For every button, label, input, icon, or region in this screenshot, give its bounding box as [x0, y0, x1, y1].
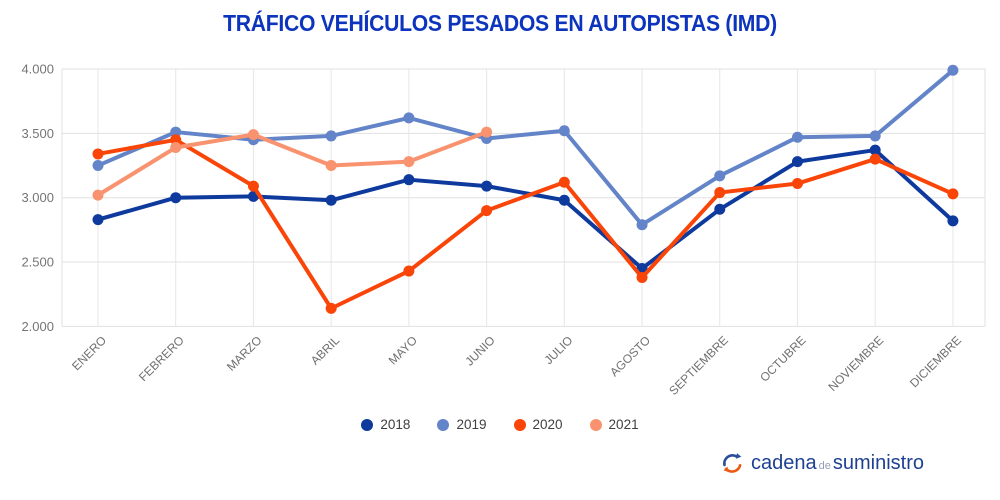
x-axis-label: JULIO — [541, 333, 575, 367]
logo-orange-arc — [724, 463, 742, 473]
data-point-2018 — [714, 203, 726, 215]
data-point-2021 — [325, 160, 337, 172]
x-axis-label: AGOSTO — [607, 333, 653, 379]
data-point-2018 — [481, 180, 493, 192]
x-axis-label: FEBRERO — [136, 333, 187, 384]
legend-item-2019: 2019 — [437, 417, 487, 432]
data-point-2021 — [247, 129, 259, 141]
legend-item-2020: 2020 — [513, 417, 563, 432]
data-point-2020 — [714, 187, 726, 199]
data-point-2020 — [791, 178, 803, 190]
data-point-2020 — [558, 176, 570, 188]
logo-word-suministro: suministro — [832, 452, 924, 474]
chart-title: TRÁFICO VEHÍCULOS PESADOS EN AUTOPISTAS … — [0, 10, 1000, 37]
line-chart-area: ENERO FEBRERO MARZO ABRIL MAYO JUNIO JULIO AGOS… — [0, 45, 1000, 405]
legend-item-2021: 2021 — [589, 417, 639, 432]
data-point-2018 — [947, 215, 959, 227]
data-point-2020 — [869, 153, 881, 165]
data-point-2020 — [92, 148, 104, 160]
legend-label: 2020 — [532, 417, 563, 432]
footer-brand: cadena de suministro — [721, 452, 924, 475]
logo-word-cadena: cadena — [750, 452, 817, 474]
x-axis-label: ENERO — [69, 333, 109, 373]
data-point-2021 — [92, 189, 104, 201]
chart-title-text: TRÁFICO VEHÍCULOS PESADOS EN AUTOPISTAS … — [223, 10, 777, 36]
x-axis-label: DICIEMBRE — [907, 333, 964, 390]
data-point-2019 — [325, 130, 337, 142]
data-point-2020 — [481, 205, 493, 217]
series-line-2019 — [96, 68, 955, 227]
data-point-2020 — [247, 180, 259, 192]
data-point-2020 — [947, 188, 959, 200]
y-axis-tick-label: 3.500 — [21, 126, 54, 141]
data-point-2018 — [170, 192, 182, 204]
chart-legend: 2018 2019 2020 2021 — [0, 417, 1000, 432]
legend-label: 2021 — [608, 417, 639, 432]
y-axis-tick-label: 2.000 — [21, 319, 54, 334]
x-axis-label: ABRIL — [308, 333, 343, 368]
data-point-2020 — [170, 134, 182, 146]
data-point-2018 — [92, 214, 104, 226]
y-axis-tick-label: 3.000 — [21, 190, 54, 205]
data-point-2019 — [869, 130, 881, 142]
x-axis-label: MAYO — [386, 333, 420, 367]
x-axis-label: SEPTIEMBRE — [666, 333, 731, 398]
data-point-2018 — [325, 194, 337, 206]
data-point-2019 — [170, 126, 182, 138]
logo-word-de: de — [818, 460, 831, 472]
legend-dot-icon — [513, 418, 526, 431]
data-point-2021 — [481, 126, 493, 138]
data-point-2018 — [403, 174, 415, 186]
data-point-2021 — [403, 156, 415, 168]
logo-blue-arrowhead — [736, 453, 742, 459]
x-axis-label: MARZO — [224, 333, 265, 374]
data-point-2019 — [403, 112, 415, 124]
y-axis-tick-label: 4.000 — [21, 62, 54, 77]
data-point-2020 — [325, 302, 337, 314]
data-point-2018 — [869, 144, 881, 156]
legend-label: 2018 — [380, 417, 411, 432]
data-point-2019 — [636, 219, 648, 231]
data-point-2019 — [714, 170, 726, 182]
legend-dot-icon — [361, 418, 374, 431]
data-point-2019 — [791, 131, 803, 143]
logo-blue-arc — [723, 454, 738, 467]
data-point-2020 — [636, 271, 648, 283]
series-line-2021 — [96, 130, 489, 198]
legend-dot-icon — [437, 418, 450, 431]
brand-text: cadena de suministro — [751, 452, 924, 475]
x-axis-label: NOVIEMBRE — [825, 333, 886, 394]
legend-dot-icon — [589, 418, 602, 431]
line-chart-svg: ENERO FEBRERO MARZO ABRIL MAYO JUNIO JULIO AGOS… — [21, 62, 986, 398]
legend-item-2018: 2018 — [361, 417, 410, 432]
data-point-2018 — [558, 194, 570, 206]
y-axis-tick-label: 2.500 — [21, 255, 54, 270]
data-point-2019 — [92, 160, 104, 172]
data-point-2018 — [791, 156, 803, 168]
series-line-2018 — [96, 148, 955, 271]
data-point-2019 — [947, 64, 959, 76]
data-point-2019 — [558, 125, 570, 137]
logo-orange-arrowhead — [723, 466, 729, 473]
data-point-2021 — [170, 142, 182, 154]
x-axis-label: JUNIO — [462, 333, 497, 368]
sync-arrows-circle-icon — [723, 453, 742, 473]
data-point-2020 — [403, 265, 415, 277]
legend-label: 2019 — [456, 417, 487, 432]
x-axis-label: OCTUBRE — [757, 333, 808, 384]
series-line-2020 — [96, 137, 955, 311]
